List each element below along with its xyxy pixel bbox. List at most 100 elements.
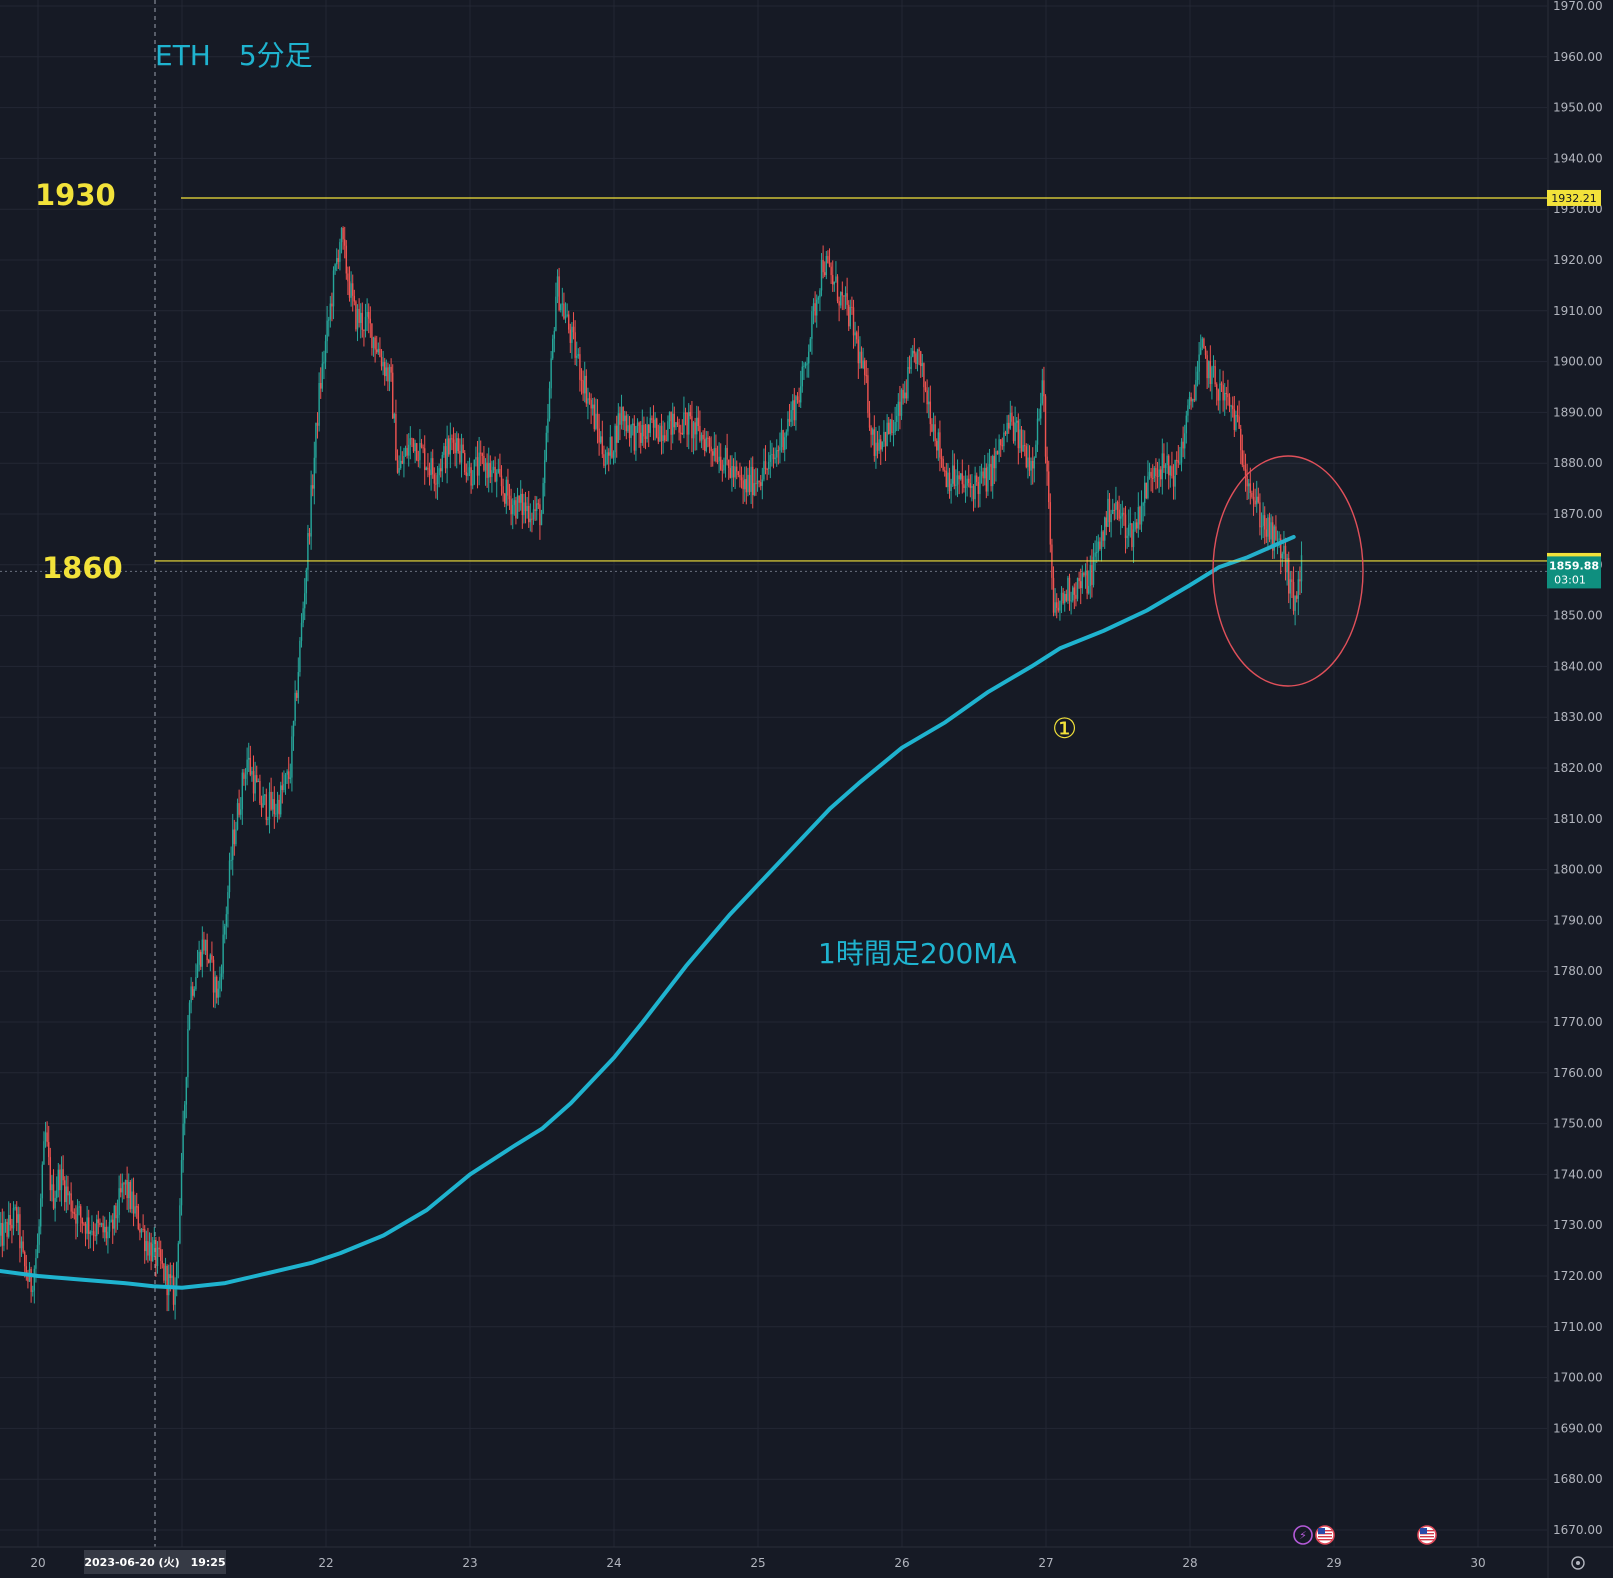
candle-body [500,475,503,487]
candle-body [337,258,340,262]
candle-body [779,447,781,451]
candle-body [248,757,250,760]
candle-body [1284,545,1287,573]
candle-body [264,794,266,796]
candle-body [393,413,396,419]
candle-body [108,1221,111,1232]
candle-body [966,478,968,486]
candle-body [76,1207,79,1224]
candle-body [620,407,623,425]
candle-body [49,1157,52,1191]
candle-body [1268,517,1271,540]
candle-body [1216,384,1218,390]
candle-body [1068,577,1071,602]
candle-body [328,319,330,321]
candle-body [32,1290,34,1292]
candle-body [867,375,869,414]
candle-body [417,460,420,462]
candle-body [1227,393,1229,398]
us-flag-stripe [1318,1539,1332,1541]
candle-body [83,1223,85,1225]
candle-body [1155,467,1157,476]
candle-body [409,438,412,445]
candle-body [1097,541,1100,553]
candle-body [1214,366,1216,385]
candle-body [992,456,994,487]
candle-body [876,442,879,451]
horizontal-levels[interactable] [155,197,1547,562]
candle-body [36,1244,39,1258]
candle-body [1185,415,1188,434]
candle-body [331,303,333,307]
candle-body [833,281,836,285]
candle-body [723,464,725,471]
candle-body [385,367,388,377]
candle-body [1070,600,1072,602]
candle-body [224,926,226,935]
candle-body [211,954,213,960]
settings-gear-icon[interactable] [1571,1556,1585,1570]
candle-body [267,819,269,821]
candle-body [249,757,252,775]
candle-body [452,439,455,443]
candle-body [564,316,567,319]
candle-body [612,452,615,458]
candle-body [136,1206,138,1208]
candle-body [459,451,461,463]
candle-body [1140,505,1143,525]
candle-body [193,989,196,996]
candle-body [870,427,872,435]
candle-body [240,809,242,815]
candle-body [51,1184,53,1191]
candle-body [657,437,660,442]
candle-body [297,672,300,698]
candle-body [923,363,925,388]
candle-body [1062,592,1064,604]
candle-body [369,318,372,324]
candle-body [523,502,525,515]
candle-body [852,307,855,336]
candle-body [825,256,828,276]
candle-body [641,424,644,443]
candle-body [705,437,708,451]
candle-body [809,338,812,352]
candle-body [62,1169,64,1181]
candle-body [520,493,522,503]
candle-body [1276,539,1279,541]
candle-body [1132,529,1135,548]
candle-body [403,456,405,464]
candle-body [296,692,298,698]
candle-body [756,480,759,484]
candle-body [638,422,640,433]
candle-body [513,500,516,505]
candle-body [512,504,514,515]
candle-body [315,422,317,458]
candle-body [1233,408,1236,431]
candle-body [425,467,428,470]
candle-body [846,293,848,305]
candle-body [139,1228,141,1233]
candle-body [649,418,652,433]
x-tick-label: 20 [30,1556,45,1570]
candle-body [128,1181,130,1199]
candle-body [700,434,703,441]
candle-body [70,1193,72,1212]
candle-body [478,452,480,476]
candle-body [624,415,626,422]
candle-body [838,301,840,306]
candle-body [750,466,752,492]
candle-body [123,1183,125,1185]
candle-body [1201,338,1204,348]
candle-body [643,424,645,437]
candle-body [436,475,439,485]
candle-body [160,1249,162,1261]
candle-body [1108,498,1111,523]
candle-body [1083,573,1085,576]
lightning-event-icon[interactable] [1293,1525,1313,1545]
candle-body [1179,462,1181,464]
candle-body [508,495,511,500]
candle-body [1142,502,1144,506]
candle-body [718,456,720,462]
